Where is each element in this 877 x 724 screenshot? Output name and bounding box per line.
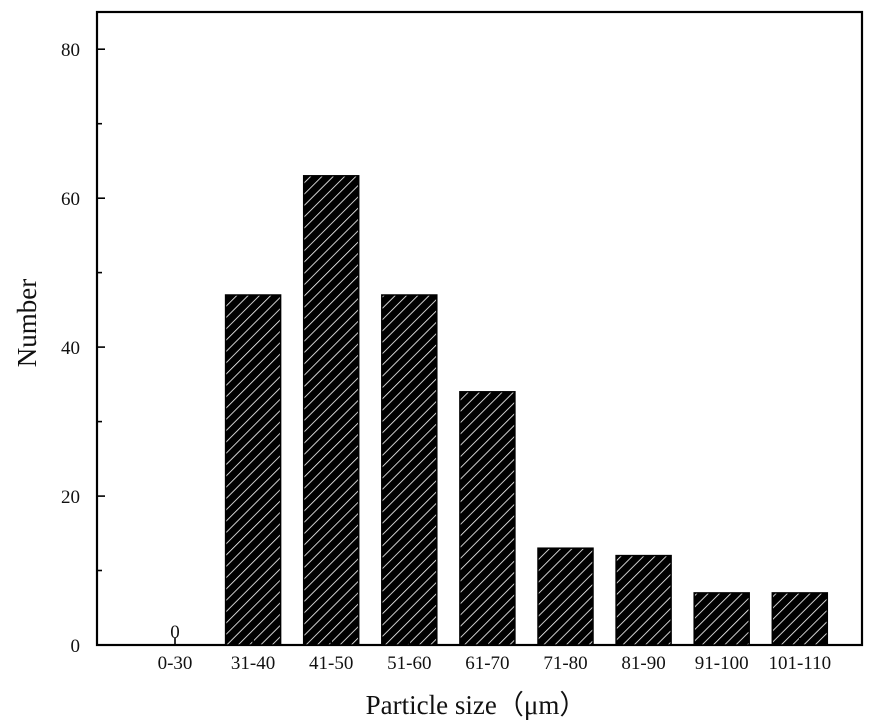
bar-101-110: [771, 592, 829, 646]
y-axis-title: Number: [12, 279, 42, 367]
x-tick-label: 41-50: [309, 653, 353, 674]
x-axis-title: Particle size（μm）: [366, 690, 587, 720]
y-tick-label: 40: [61, 338, 80, 359]
y-tick-label: 80: [61, 40, 80, 61]
bar-31-40: [224, 294, 282, 646]
y-axis: 0 20 40 60 80: [61, 40, 105, 657]
y-tick-label: 0: [71, 636, 81, 657]
bar-41-50: [302, 175, 360, 646]
x-tick-label: 51-60: [387, 653, 431, 674]
x-tick-label: 31-40: [231, 653, 275, 674]
bar-71-80: [537, 547, 594, 646]
x-tick-label: 91-100: [695, 653, 749, 674]
bar-61-70: [459, 391, 516, 646]
bar-91-100: [693, 592, 750, 646]
bar-51-60: [381, 294, 438, 646]
bar-81-90: [615, 554, 672, 646]
x-tick-label: 0-30: [158, 653, 193, 674]
y-tick-label: 60: [61, 189, 80, 210]
x-tick-label: 71-80: [543, 653, 587, 674]
x-tick-label: 61-70: [465, 653, 509, 674]
data-label-0-30: 0: [170, 622, 180, 643]
y-tick-label: 20: [61, 487, 80, 508]
x-tick-label: 101-110: [768, 653, 831, 674]
x-axis: 0-30 31-40 41-50 51-60 61-70 71-80 81-90 91-100…: [158, 638, 831, 674]
bars-group: 0: [170, 175, 829, 646]
x-tick-label: 81-90: [621, 653, 665, 674]
